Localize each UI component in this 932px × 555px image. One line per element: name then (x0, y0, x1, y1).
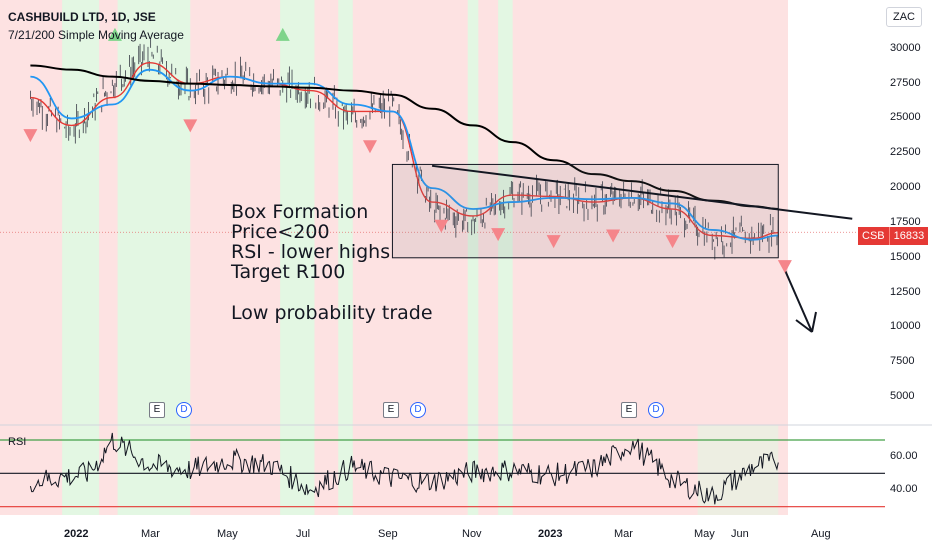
currency-button[interactable]: ZAC (886, 7, 922, 27)
time-axis-label: Jul (296, 528, 311, 540)
buy-signal-icon (275, 27, 290, 41)
dividend-event-icon[interactable]: D (176, 402, 192, 418)
rsi-panel-label: RSI (8, 436, 27, 448)
price-axis-label: 12500 (890, 285, 921, 298)
price-axis-label: 27500 (890, 76, 921, 89)
rsi-axis-label: 40.00 (890, 483, 918, 495)
time-axis-label: Jun (731, 528, 749, 540)
target-arrow (783, 267, 817, 333)
price-axis-label: 30000 (890, 41, 921, 54)
price-axis-label: 5000 (890, 390, 915, 403)
sell-signal-icon (546, 235, 561, 249)
price-bars (29, 37, 779, 260)
price-axis-label: 10000 (890, 320, 921, 333)
sell-signal-icon (183, 119, 198, 133)
earnings-event-icon[interactable]: E (621, 402, 637, 418)
bullish-zone (62, 0, 100, 515)
sma7-line (30, 62, 779, 239)
resistance-trendline (431, 164, 853, 220)
bullish-zone (338, 0, 353, 515)
bullish-zone (697, 425, 779, 515)
rsi-line (29, 432, 779, 505)
earnings-event-icon[interactable]: E (383, 402, 399, 418)
buy-signal-icon (107, 27, 122, 41)
sell-signal-icon (434, 219, 449, 233)
price-tag-value: 16833 (893, 230, 925, 242)
annotation-line: Target R100 (231, 261, 346, 283)
price-axis-label: 7500 (890, 355, 915, 368)
sell-signal-icon (23, 129, 38, 143)
earnings-event-icon[interactable]: E (149, 402, 165, 418)
time-axis-label: Sep (378, 528, 398, 540)
time-axis-label: Mar (614, 528, 633, 540)
time-axis-label: May (694, 528, 715, 540)
indicator-title: 7/21/200 Simple Moving Average (8, 28, 184, 42)
annotation-line: Price<200 (231, 221, 330, 243)
sma21-line (30, 68, 779, 241)
dividend-event-icon[interactable]: D (648, 402, 664, 418)
time-axis-label: Nov (462, 528, 482, 540)
price-axis-label: 22500 (890, 146, 921, 159)
price-axis-label: 17500 (890, 215, 921, 228)
last-price-tag: CSB 16833 (858, 227, 928, 245)
rsi-axis-label: 60.00 (890, 449, 918, 462)
time-axis-label: 2022 (64, 528, 89, 540)
sell-signal-icon (606, 229, 621, 243)
annotation-line: RSI - lower highs (231, 241, 391, 263)
price-axis-label: 25000 (890, 111, 921, 124)
sell-signal-icon (362, 140, 377, 154)
sell-signal-icon (777, 260, 792, 274)
price-tag-ticker: CSB (858, 227, 890, 245)
time-axis-label: Mar (141, 528, 160, 540)
price-axis-label: 15000 (890, 250, 921, 263)
box-formation (391, 163, 779, 259)
time-axis-label: 2023 (538, 528, 563, 540)
time-axis-label: Aug (811, 528, 831, 540)
sell-signal-icon (491, 228, 506, 242)
time-axis-label: May (217, 528, 238, 540)
annotation-line: Box Formation (231, 201, 369, 223)
symbol-title: CASHBUILD LTD, 1D, JSE (8, 10, 156, 24)
annotation-line: Low probability trade (231, 302, 433, 324)
sell-signal-icon (665, 235, 680, 249)
price-axis-label: 20000 (890, 181, 921, 194)
dividend-event-icon[interactable]: D (410, 402, 426, 418)
sma200-line (30, 64, 779, 211)
